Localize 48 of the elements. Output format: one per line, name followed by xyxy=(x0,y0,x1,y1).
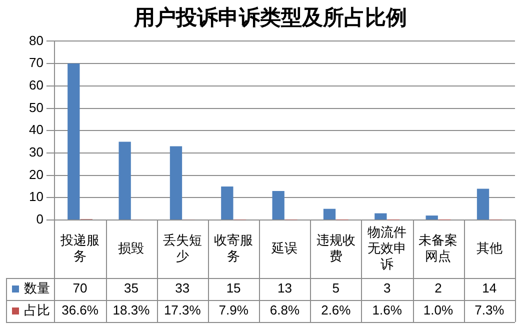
y-tick-label: 30 xyxy=(28,144,44,160)
y-tick-label: 50 xyxy=(28,100,44,115)
chart-title: 用户投诉申诉类型及所占比例 xyxy=(133,5,407,30)
bar xyxy=(170,146,182,220)
data-label: 6.8% xyxy=(270,302,300,318)
bar xyxy=(272,190,284,220)
bar xyxy=(68,64,80,220)
data-label: 36.6% xyxy=(62,302,99,318)
bar xyxy=(118,142,131,220)
x-tick-label: 其他 xyxy=(476,240,502,256)
y-tick-label: 60 xyxy=(28,77,44,92)
data-label: 1.6% xyxy=(372,302,402,318)
data-label: 18.3% xyxy=(112,302,150,318)
data-label: 17.3% xyxy=(164,302,202,318)
x-tick-label: 收寄服务 xyxy=(214,232,254,264)
x-tick-label: 未备案网点 xyxy=(418,232,458,264)
data-label: 70 xyxy=(72,280,88,296)
bar xyxy=(323,208,336,220)
data-label: 33 xyxy=(175,280,190,296)
y-tick-label: 70 xyxy=(28,55,44,70)
legend-label: 占比 xyxy=(24,302,50,318)
x-tick-label: 物流件无效申诉 xyxy=(368,224,407,272)
data-label: 2 xyxy=(434,280,442,296)
y-tick-label: 0 xyxy=(36,212,44,227)
data-label: 5 xyxy=(332,280,340,296)
bar xyxy=(426,216,438,220)
y-tick-label: 20 xyxy=(28,166,44,182)
data-label: 35 xyxy=(124,280,138,296)
x-tick-label: 延误 xyxy=(270,240,298,256)
x-tick-label: 违规收费 xyxy=(316,232,356,264)
data-label: 1.0% xyxy=(423,302,454,318)
bar xyxy=(374,213,387,220)
data-label: 7.9% xyxy=(218,302,249,318)
y-tick-label: 40 xyxy=(28,122,44,138)
x-tick-label: 丢失短少 xyxy=(162,232,202,264)
data-label: 14 xyxy=(482,280,497,296)
data-label: 7.3% xyxy=(474,302,505,318)
x-tick-label: 投递服务 xyxy=(60,232,100,264)
y-tick-label: 80 xyxy=(28,32,44,48)
data-label: 2.6% xyxy=(321,302,352,318)
data-label: 15 xyxy=(226,280,241,296)
bar xyxy=(221,186,234,220)
legend-label: 数量 xyxy=(24,280,50,296)
x-tick-label: 损毁 xyxy=(118,240,144,256)
bar xyxy=(476,188,490,220)
data-label: 13 xyxy=(277,280,292,296)
data-label: 3 xyxy=(383,280,391,296)
y-tick-label: 10 xyxy=(28,189,44,204)
